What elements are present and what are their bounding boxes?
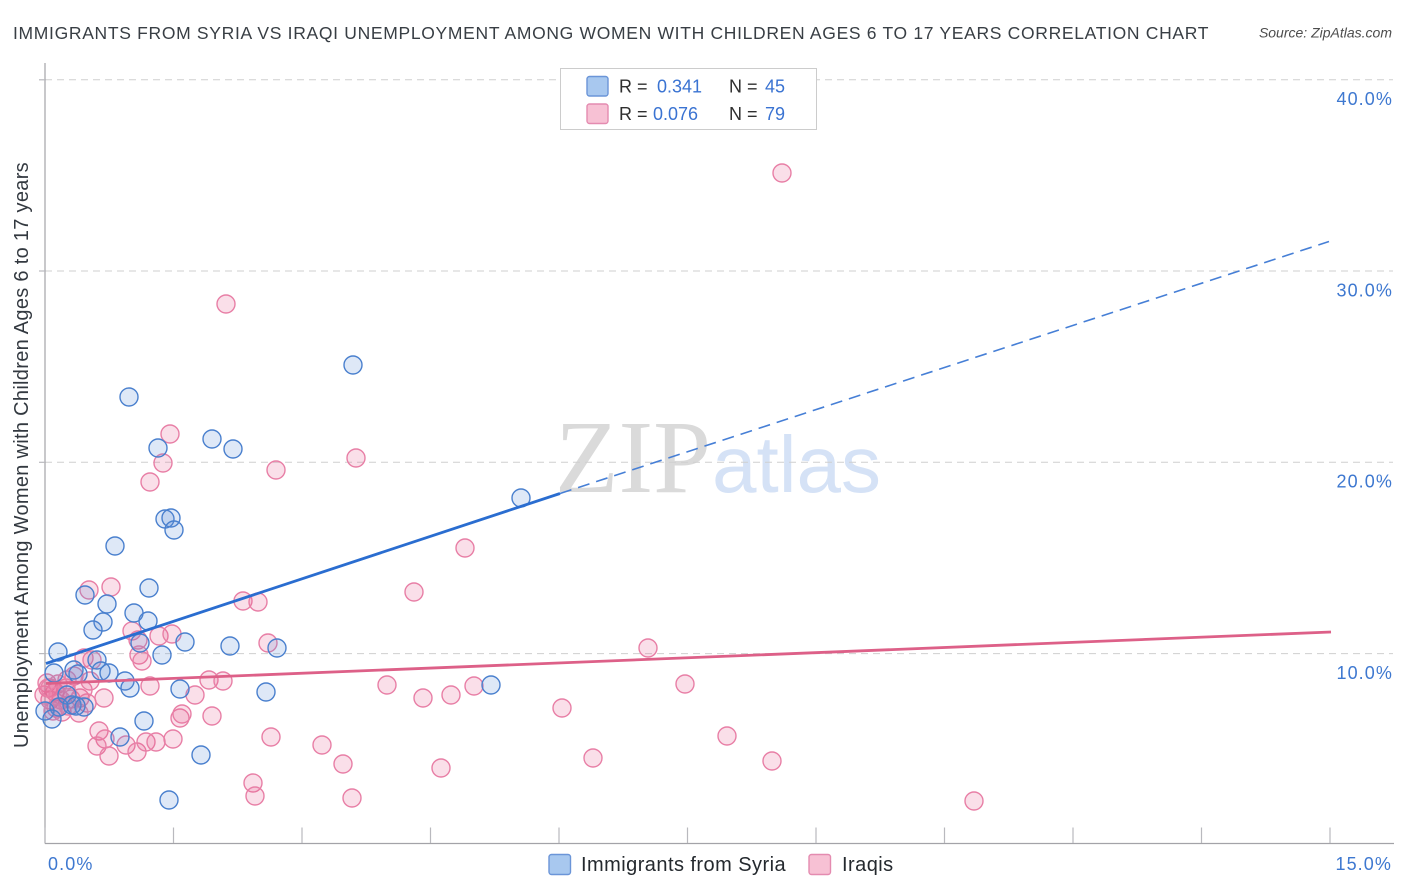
- svg-text:0.076: 0.076: [653, 104, 698, 124]
- svg-text:R =: R =: [619, 77, 648, 97]
- svg-text:atlas: atlas: [712, 420, 881, 509]
- svg-text:Iraqis: Iraqis: [842, 854, 894, 876]
- svg-text:R =: R =: [619, 104, 648, 124]
- svg-text:Unemployment Among Women with: Unemployment Among Women with Children A…: [11, 162, 33, 748]
- svg-text:40.0%: 40.0%: [1336, 89, 1393, 109]
- svg-text:15.0%: 15.0%: [1335, 854, 1392, 874]
- svg-text:20.0%: 20.0%: [1336, 472, 1393, 492]
- svg-text:N =: N =: [729, 77, 758, 97]
- svg-text:N =: N =: [729, 104, 758, 124]
- svg-text:Immigrants from Syria: Immigrants from Syria: [581, 854, 786, 876]
- svg-text:ZIP: ZIP: [555, 400, 711, 515]
- svg-text:45: 45: [765, 77, 785, 97]
- svg-text:0.0%: 0.0%: [48, 854, 93, 874]
- svg-text:Source: ZipAtlas.com: Source: ZipAtlas.com: [1259, 25, 1392, 41]
- svg-text:IMMIGRANTS FROM SYRIA VS IRAQI: IMMIGRANTS FROM SYRIA VS IRAQI UNEMPLOYM…: [13, 23, 1209, 43]
- svg-text:79: 79: [765, 104, 785, 124]
- svg-text:10.0%: 10.0%: [1336, 663, 1393, 683]
- svg-text:30.0%: 30.0%: [1336, 281, 1393, 301]
- svg-text:0.341: 0.341: [657, 77, 702, 97]
